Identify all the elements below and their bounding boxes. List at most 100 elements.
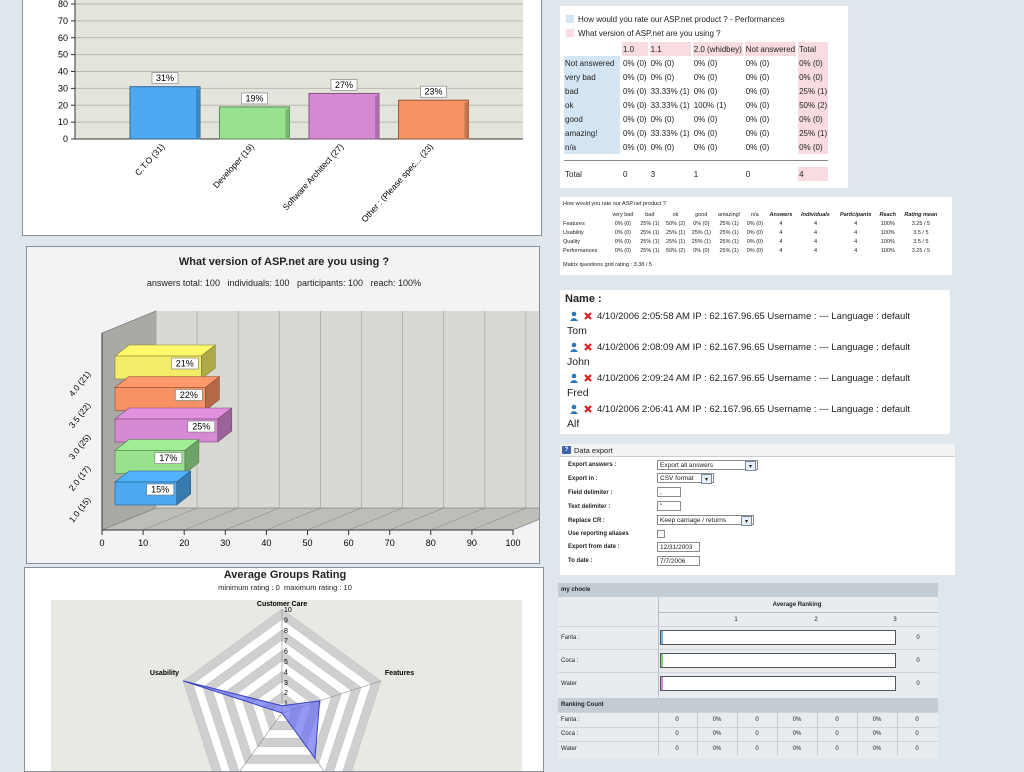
respondent-name: John	[567, 356, 590, 368]
cross-tab-cell: 0% (0)	[623, 86, 647, 96]
cross-tab-row-label: n/a	[564, 140, 620, 154]
cross-tab-cell: 0% (0)	[650, 142, 675, 152]
ranking-count-cell: 0	[915, 745, 919, 752]
chevron-down-icon: ▾	[741, 516, 752, 526]
ranking-item-label: Water	[561, 680, 577, 687]
data-label: 27%	[335, 80, 353, 90]
bar-top	[114, 407, 233, 420]
ranking-count-cell: 0	[915, 716, 919, 723]
radar-axis-label: Customer Care	[257, 601, 307, 608]
export-format-select[interactable]: CSV format ▾	[657, 473, 714, 484]
replace-cr-label: Replace CR :	[568, 518, 606, 524]
floor-gridline	[512, 519, 539, 531]
cross-tab-legend-1: How would you rate our ASP.net product ?…	[566, 13, 848, 25]
matrix-cell: 0% (0)	[746, 220, 763, 227]
to-date-input[interactable]: 7/7/2006	[657, 556, 700, 566]
cross-tab-cell: 50% (2)	[798, 98, 829, 112]
user-icon[interactable]	[569, 342, 579, 352]
cross-tab-cell: 0% (0)	[745, 128, 770, 138]
ranking-count-cell: 0	[675, 716, 679, 723]
matrix-cell: 50% (2)	[665, 247, 686, 254]
radar-axis-label: Features	[385, 670, 414, 677]
average-ranking-header: Average Ranking	[772, 602, 822, 608]
ranking-count-cell: 0%	[792, 745, 802, 752]
version-chart-stats: answers total: 100 individuals: 100 part…	[146, 278, 422, 288]
delete-icon[interactable]	[583, 404, 593, 414]
text-delimiter-label: Text delimiter :	[568, 504, 611, 510]
ranking-bar-track	[660, 676, 896, 691]
matrix-cell: 4	[813, 220, 817, 227]
user-icon[interactable]	[569, 373, 579, 383]
y-tick-label: 40	[58, 67, 68, 77]
ranking-count-cell: 0%	[712, 731, 722, 737]
ranking-bar-track	[660, 653, 896, 668]
ranking-count-label: Fanta :	[561, 716, 580, 723]
matrix-panel: How would you rate our ASP.net product ?…	[560, 197, 952, 275]
matrix-cell: 3.25 / 5	[911, 247, 931, 254]
matrix-cell: 100%	[880, 220, 895, 227]
x-tick-label: 40	[261, 538, 271, 548]
radar-spoke	[239, 712, 283, 771]
matrix-cell: 25% (1)	[719, 238, 739, 245]
cross-tab-col-header: 1.0	[622, 42, 648, 56]
ranking-item-label: Coca :	[561, 657, 579, 664]
delete-icon[interactable]	[583, 311, 593, 321]
bar	[219, 106, 290, 140]
matrix-cell: 100%	[880, 238, 895, 245]
user-icon[interactable]	[569, 311, 579, 321]
matrix-cell: 50% (2)	[665, 220, 686, 227]
ranking-count-cell: 0	[835, 745, 839, 752]
delete-icon[interactable]	[583, 373, 593, 383]
y-tick-label: 20	[58, 100, 68, 110]
cross-tab-total-cell: 1	[693, 169, 699, 179]
user-icon[interactable]	[569, 404, 579, 414]
chevron-down-icon: ▾	[701, 474, 712, 484]
ranking-bar-fill	[661, 631, 663, 644]
rank-number: 3	[893, 616, 897, 623]
cross-tab-cell: 0% (0)	[650, 58, 675, 68]
matrix-cell: 25% (1)	[640, 238, 660, 245]
x-tick-label: 30	[220, 538, 230, 548]
ranking-count-cell: 0	[755, 731, 759, 737]
cross-tab-cell: 0% (0)	[623, 100, 647, 110]
export-answers-select[interactable]: Export all answers ▾	[657, 460, 758, 471]
cross-tab-cell: 0% (0)	[745, 72, 770, 82]
cross-tab-panel: How would you rate our ASP.net product ?…	[560, 6, 848, 188]
matrix-cell: 4	[779, 220, 783, 227]
field-delimiter-input[interactable]: ,	[657, 487, 681, 497]
cross-tab-cell: 100% (1)	[693, 100, 727, 110]
delete-icon[interactable]	[583, 342, 593, 352]
cross-tab-col-header: 1.1	[649, 42, 691, 56]
reporting-aliases-checkbox[interactable]	[657, 530, 665, 538]
from-date-input[interactable]: 12/31/2003	[657, 542, 700, 552]
matrix-col-header: amazing!	[717, 211, 741, 218]
replace-cr-select[interactable]: Keep carriage / returns ▾	[657, 515, 754, 526]
matrix-row-label: Usability	[563, 229, 584, 236]
bar-top	[114, 376, 221, 388]
cross-tab-cell: 0% (0)	[623, 58, 647, 68]
matrix-col-header: Answers	[769, 211, 793, 218]
x-tick-label: 80	[426, 538, 436, 548]
help-icon[interactable]: ?	[562, 446, 571, 454]
cross-tab-cell: 0% (0)	[623, 114, 647, 124]
radar-scale-label: 10	[284, 607, 292, 614]
floor-gridline	[184, 507, 239, 531]
x-tick-label: 90	[467, 538, 477, 548]
matrix-cell: 4	[813, 229, 817, 236]
text-delimiter-input[interactable]: "	[657, 501, 681, 511]
data-label: 25%	[192, 422, 210, 432]
profile-chart-panel: 80 70 60 50 40 30 20 10 0 31% C.T.O (31) 19% Develop…	[22, 0, 542, 236]
ranking-count-label: Coca :	[561, 731, 579, 737]
matrix-col-header: bad	[645, 211, 655, 218]
ranking-count-title: Ranking Count	[558, 698, 938, 712]
cross-tab-cell: 0% (0)	[745, 100, 770, 110]
cross-tab-row-label: Not answered	[564, 56, 620, 70]
y-tick-label: 50	[58, 50, 68, 60]
data-label-box	[175, 389, 203, 401]
ranking-count-cell: 0%	[712, 716, 722, 723]
data-label-box	[420, 85, 447, 98]
floor-gridline	[430, 507, 485, 531]
y-tick-label: 10	[58, 117, 68, 127]
cross-tab-cell: 0% (0)	[650, 72, 675, 82]
radar-scale-label: 3	[284, 680, 288, 687]
